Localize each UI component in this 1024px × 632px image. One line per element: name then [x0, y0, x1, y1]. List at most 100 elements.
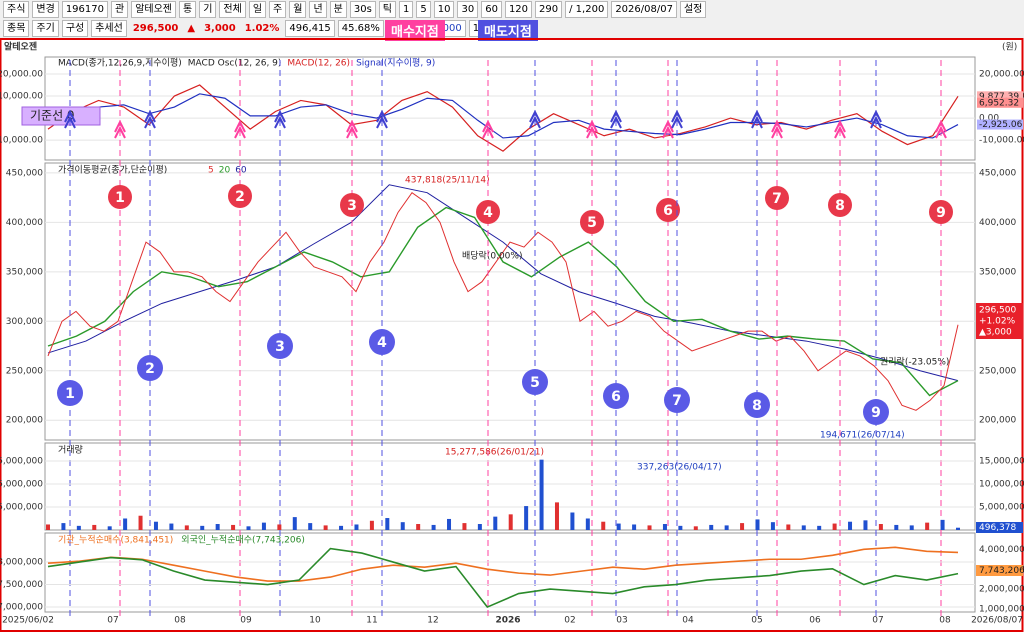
volume-bar — [801, 525, 806, 530]
sell-number: 9 — [871, 405, 881, 421]
volume-bar — [585, 518, 590, 530]
y-tick-label: 350,000 — [6, 267, 43, 277]
toolbar-button[interactable]: 196170 — [61, 1, 108, 18]
buy-number: 3 — [347, 198, 357, 214]
toolbar-button[interactable]: 틱 — [378, 1, 396, 18]
volume-bar — [940, 519, 945, 530]
y-tick-label: 5,000,000 — [0, 456, 43, 466]
buy-marker — [228, 184, 252, 208]
toolbar-button[interactable]: 45.68% — [337, 20, 384, 37]
toolbar-button[interactable]: 주식 — [3, 1, 30, 18]
buy-marker — [476, 200, 500, 224]
toolbar-button[interactable]: 5 — [416, 1, 431, 18]
volume-bar — [61, 523, 66, 530]
y2-tick-label: 1,000,000 — [979, 604, 1024, 614]
toolbar-button[interactable]: 종목 — [3, 20, 30, 37]
y-tick-label: 250,000 — [6, 366, 43, 376]
toolbar-button[interactable]: / 1,200 — [565, 1, 609, 18]
toolbar-button[interactable]: 496,415 — [285, 20, 335, 37]
buy-arrow — [935, 119, 947, 139]
toolbar-button[interactable]: 전체 — [219, 1, 246, 18]
toolbar-button[interactable]: 296,500 — [132, 23, 179, 34]
toolbar-button[interactable]: 주 — [269, 1, 287, 18]
volume-bar — [693, 526, 698, 530]
toolbar-button[interactable]: 분 — [329, 1, 347, 18]
sell-marker — [137, 355, 163, 381]
sell-label: 매도지점 — [478, 20, 538, 41]
sell-arrow — [751, 109, 763, 129]
buy-arrow — [482, 119, 494, 139]
toolbar-button[interactable]: 년 — [309, 1, 327, 18]
toolbar-button[interactable]: 60 — [481, 1, 502, 18]
current-label: 7,743,206 — [979, 566, 1024, 576]
toolbar-button[interactable]: 290 — [535, 1, 563, 18]
sell-arrow — [64, 109, 76, 129]
unit: (원) — [1002, 42, 1017, 53]
baseline-label: 기준선 0 — [30, 109, 75, 123]
y-tick-label: -10,000.00 — [0, 136, 43, 146]
toolbar-button[interactable]: 알테오젠 — [131, 1, 177, 18]
x-tick-label: 07 — [872, 616, 883, 626]
volume-bar — [848, 521, 853, 530]
sell-marker — [267, 333, 293, 359]
y2-tick-label: 4,000,000 — [979, 545, 1024, 555]
sell-number: 5 — [530, 375, 540, 391]
y-tick-label: 200,000 — [979, 416, 1016, 426]
y-tick-label: 400,000 — [979, 218, 1016, 228]
x-tick-label: 08 — [174, 616, 186, 626]
toolbar-button[interactable]: 3,000 — [204, 23, 236, 34]
x-tick-label: 2025/06/02 — [2, 616, 54, 626]
toolbar-button[interactable]: 설정 — [679, 1, 707, 18]
volume-bar — [323, 525, 328, 530]
toolbar-button[interactable]: 구성 — [61, 20, 89, 37]
toolbar-button[interactable]: 2026/08/07 — [611, 1, 677, 18]
toolbar-button[interactable]: 주기 — [32, 20, 59, 37]
x-tick-label: 12 — [427, 616, 438, 626]
y2-tick-label: 2,000,000 — [979, 584, 1024, 594]
baseline-box — [21, 106, 101, 126]
toolbar-button[interactable]: 기 — [199, 1, 217, 18]
toolbar-button[interactable]: 월 — [289, 1, 307, 18]
panel-title: 거래량 — [58, 444, 83, 456]
sell-arrow — [671, 109, 683, 129]
toolbar-button[interactable]: 10 — [433, 1, 455, 18]
toolbar-button[interactable]: 추세선 — [91, 20, 127, 37]
buy-label: 매수지점 — [385, 20, 445, 41]
chart: 알테오젠 (원) 20,000.00 20,000.00 10,000.00 10,000… — [0, 38, 1024, 632]
toolbar-button[interactable]: 변경 — [32, 1, 59, 18]
volume-bar — [601, 521, 606, 530]
volume-bar — [400, 522, 405, 530]
sell-number: 7 — [672, 393, 682, 409]
volume-bar — [493, 516, 498, 530]
buy-number: 9 — [936, 205, 946, 221]
series-line — [47, 93, 959, 139]
toolbar-button[interactable]: 1 — [398, 1, 414, 18]
volume-bar — [539, 459, 544, 530]
series-line — [47, 547, 959, 609]
volume-bar — [231, 524, 236, 530]
volume-bar — [200, 525, 205, 530]
toolbar-button[interactable]: 30s — [349, 1, 376, 18]
series-line — [47, 546, 959, 582]
volume-bar — [662, 524, 667, 530]
volume-bar — [246, 526, 251, 530]
y-tick-label: 20,000.00 — [0, 69, 43, 79]
sell-marker — [522, 369, 548, 395]
volume-bar — [261, 522, 266, 530]
volume-bar — [878, 524, 883, 530]
x-tick-label: 2026/08/07 — [971, 616, 1023, 626]
price-box-label: ▲3,000 — [979, 328, 1012, 338]
volume-bar — [462, 523, 467, 530]
toolbar-button[interactable]: 1.02% — [244, 23, 280, 34]
toolbar-button[interactable]: 120 — [504, 1, 533, 18]
toolbar-button[interactable]: 관 — [111, 1, 129, 18]
series-line — [47, 206, 959, 397]
toolbar-button[interactable]: ▲ — [187, 23, 196, 34]
y-tick-label: 0.00 — [979, 114, 999, 124]
volume-bar — [524, 506, 529, 530]
toolbar-button[interactable]: 일 — [248, 1, 267, 18]
toolbar-button[interactable]: 30 — [457, 1, 479, 18]
toolbar-button[interactable]: 통 — [179, 1, 197, 18]
y-tick-label: 7,500,000 — [0, 580, 43, 590]
volume-bar — [755, 519, 760, 530]
